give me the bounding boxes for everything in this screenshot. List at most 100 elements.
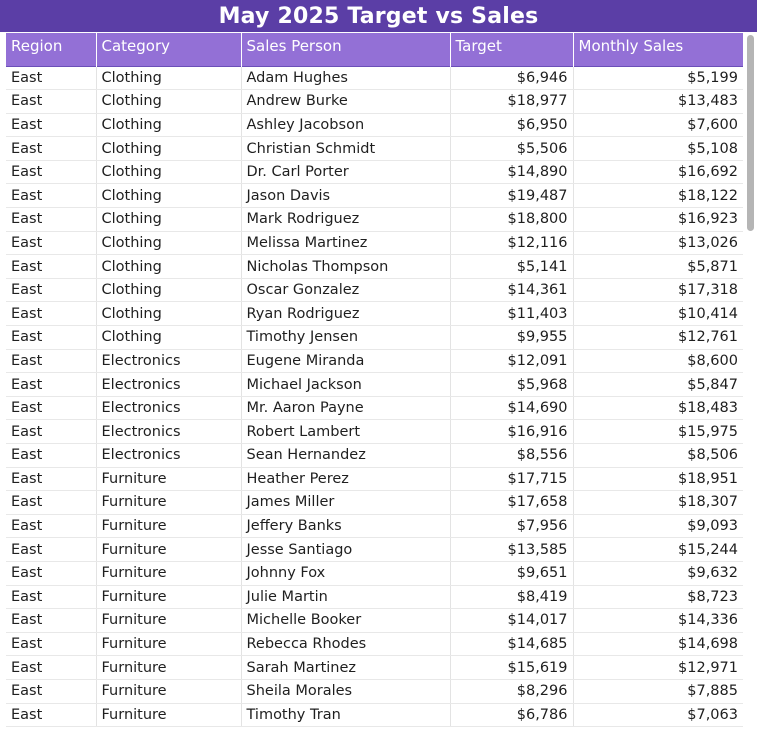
cell-monthly-sales: $8,506 [573, 443, 743, 468]
table-row[interactable]: East Clothing Adam Hughes $6,946 $5,199 [6, 66, 743, 91]
table-row[interactable]: East Clothing Oscar Gonzalez $14,361 $17,318 [6, 278, 743, 303]
table-row[interactable]: East Furniture Sarah Martinez $15,619 $12,97… [6, 655, 743, 680]
cell-monthly-sales: $16,923 [573, 207, 743, 232]
cell-category: Clothing [96, 254, 242, 279]
cell-category: Clothing [96, 136, 242, 161]
cell-target: $8,556 [450, 443, 574, 468]
cell-category: Furniture [96, 608, 242, 633]
table-row[interactable]: East Furniture Johnny Fox $9,651 $9,632 [6, 561, 743, 586]
cell-category: Clothing [96, 66, 242, 91]
table-row[interactable]: East Furniture Michelle Booker $14,017 $14,3… [6, 608, 743, 633]
cell-category: Furniture [96, 561, 242, 586]
cell-sales-person: James Miller [241, 490, 451, 515]
cell-target: $17,715 [450, 467, 574, 492]
cell-monthly-sales: $12,761 [573, 325, 743, 350]
table-row[interactable]: East Furniture Timothy Tran $6,786 $7,063 [6, 703, 743, 728]
cell-region: East [6, 632, 97, 657]
table-row[interactable]: East Clothing Nicholas Thompson $5,141 $5,87… [6, 254, 743, 279]
cell-region: East [6, 585, 97, 610]
cell-target: $8,296 [450, 679, 574, 704]
cell-category: Furniture [96, 585, 242, 610]
table-row[interactable]: East Clothing Andrew Burke $18,977 $13,483 [6, 89, 743, 114]
column-header-target[interactable]: Target [450, 33, 574, 66]
cell-category: Clothing [96, 231, 242, 256]
cell-target: $14,361 [450, 278, 574, 303]
column-header-sales-person[interactable]: Sales Person [241, 33, 451, 66]
cell-sales-person: Robert Lambert [241, 419, 451, 444]
cell-region: East [6, 231, 97, 256]
sales-table: Region Category Sales Person Target Mont… [6, 33, 743, 728]
cell-category: Furniture [96, 679, 242, 704]
table-row[interactable]: East Clothing Jason Davis $19,487 $18,122 [6, 183, 743, 209]
cell-sales-person: Mr. Aaron Payne [241, 396, 451, 421]
cell-monthly-sales: $18,951 [573, 467, 743, 492]
cell-monthly-sales: $9,093 [573, 514, 743, 539]
cell-monthly-sales: $15,244 [573, 537, 743, 562]
table-row[interactable]: East Electronics Sean Hernandez $8,556 $8,50… [6, 443, 743, 468]
cell-target: $9,955 [450, 325, 574, 350]
cell-region: East [6, 679, 97, 704]
cell-monthly-sales: $18,122 [573, 183, 743, 209]
cell-sales-person: Jesse Santiago [241, 537, 451, 562]
table-row[interactable]: East Electronics Mr. Aaron Payne $14,690 $18… [6, 396, 743, 421]
cell-region: East [6, 537, 97, 562]
column-header-monthly-sales[interactable]: Monthly Sales [573, 33, 743, 66]
cell-category: Clothing [96, 278, 242, 303]
table-row[interactable]: East Clothing Melissa Martinez $12,116 $13,0… [6, 231, 743, 256]
table-row[interactable]: East Electronics Eugene Miranda $12,091 $8,6… [6, 349, 743, 374]
cell-monthly-sales: $18,483 [573, 396, 743, 421]
table-row[interactable]: East Furniture Sheila Morales $8,296 $7,885 [6, 679, 743, 704]
column-header-region[interactable]: Region [6, 33, 97, 66]
table-container[interactable]: Region Category Sales Person Target Mont… [6, 33, 743, 730]
cell-category: Electronics [96, 396, 242, 421]
vertical-scrollbar[interactable] [744, 33, 757, 730]
table-row[interactable]: East Electronics Michael Jackson $5,968 $5,8… [6, 372, 743, 397]
table-row[interactable]: East Clothing Mark Rodriguez $18,800 $16,923 [6, 207, 743, 232]
cell-target: $14,017 [450, 608, 574, 633]
table-row[interactable]: East Furniture Rebecca Rhodes $14,685 $14,69… [6, 632, 743, 657]
cell-category: Furniture [96, 514, 242, 539]
cell-region: East [6, 490, 97, 515]
cell-sales-person: Heather Perez [241, 467, 451, 492]
title-bar: May 2025 Target vs Sales [0, 0, 757, 32]
cell-region: East [6, 514, 97, 539]
cell-monthly-sales: $13,483 [573, 89, 743, 114]
cell-sales-person: Mark Rodriguez [241, 207, 451, 232]
table-row[interactable]: East Furniture Jeffery Banks $7,956 $9,093 [6, 514, 743, 539]
table-row[interactable]: East Furniture Jesse Santiago $13,585 $15,24… [6, 537, 743, 562]
cell-region: East [6, 66, 97, 91]
scrollbar-thumb[interactable] [747, 35, 754, 231]
table-row[interactable]: East Electronics Robert Lambert $16,916 $15,… [6, 419, 743, 444]
cell-monthly-sales: $14,336 [573, 608, 743, 633]
cell-sales-person: Rebecca Rhodes [241, 632, 451, 657]
table-row[interactable]: East Clothing Ashley Jacobson $6,950 $7,600 [6, 113, 743, 138]
table-row[interactable]: East Clothing Timothy Jensen $9,955 $12,761 [6, 325, 743, 350]
cell-category: Electronics [96, 372, 242, 397]
cell-region: East [6, 325, 97, 350]
cell-target: $14,690 [450, 396, 574, 421]
table-row[interactable]: East Clothing Dr. Carl Porter $14,890 $16,69… [6, 160, 743, 185]
cell-category: Furniture [96, 703, 242, 728]
cell-sales-person: Sean Hernandez [241, 443, 451, 468]
column-header-category[interactable]: Category [96, 33, 242, 66]
cell-region: East [6, 467, 97, 492]
cell-target: $17,658 [450, 490, 574, 515]
cell-monthly-sales: $12,971 [573, 655, 743, 680]
cell-monthly-sales: $5,871 [573, 254, 743, 279]
table-row[interactable]: East Furniture Julie Martin $8,419 $8,723 [6, 585, 743, 610]
table-row[interactable]: East Clothing Ryan Rodriguez $11,403 $10,414 [6, 301, 743, 327]
cell-sales-person: Julie Martin [241, 585, 451, 610]
cell-category: Clothing [96, 325, 242, 350]
cell-category: Furniture [96, 490, 242, 515]
cell-monthly-sales: $9,632 [573, 561, 743, 586]
cell-region: East [6, 160, 97, 185]
table-row[interactable]: East Furniture Heather Perez $17,715 $18,951 [6, 467, 743, 492]
cell-region: East [6, 89, 97, 114]
table-row[interactable]: East Furniture James Miller $17,658 $18,307 [6, 490, 743, 515]
table-row[interactable]: East Clothing Christian Schmidt $5,506 $5,10… [6, 136, 743, 161]
cell-region: East [6, 372, 97, 397]
cell-sales-person: Christian Schmidt [241, 136, 451, 161]
cell-region: East [6, 136, 97, 161]
cell-sales-person: Jason Davis [241, 183, 451, 209]
cell-target: $5,141 [450, 254, 574, 279]
